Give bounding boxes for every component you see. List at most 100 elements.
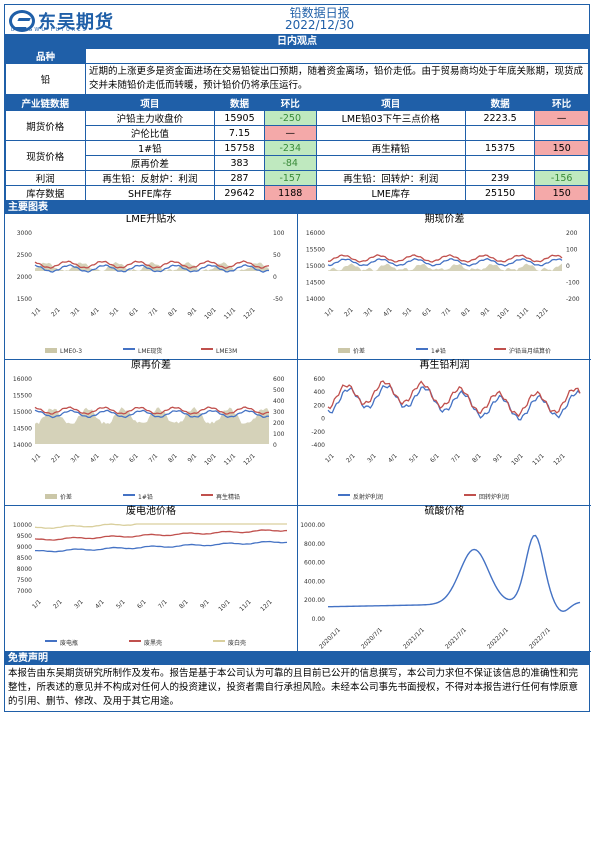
y-tick-label: 2000 bbox=[17, 274, 32, 281]
table-row: 期货价格 沪铅主力收盘价 15905 -250 LME铅03下午三点价格 2223.5— bbox=[5, 110, 589, 141]
x-tick-label: 12/1 bbox=[242, 452, 257, 467]
group-cell: 库存数据 bbox=[5, 185, 86, 201]
value-cell: 7.15 bbox=[214, 125, 265, 141]
x-tick-label: 12/1 bbox=[259, 598, 274, 613]
series-line bbox=[34, 540, 288, 553]
value-cell: 15375 bbox=[464, 140, 536, 156]
change-cell: — bbox=[263, 125, 317, 141]
data-table: 产业链数据 项目 数据 环比 项目 数据 环比 期货价格 沪铅主力收盘价 15905 -250 LM… bbox=[5, 95, 589, 201]
chart-title: 期现价差 bbox=[424, 214, 465, 225]
value-cell: 15905 bbox=[214, 110, 265, 126]
y-tick-label: 2500 bbox=[17, 252, 32, 259]
x-tick-label: 7/1 bbox=[147, 306, 159, 318]
x-tick-label: 4/1 bbox=[89, 452, 101, 464]
change-cell: -250 bbox=[263, 110, 317, 126]
chart-svg: 600 400 200 0 -200 -400 1/1 2/1 3/1 4/1 5/1 6/1 7/1 8… bbox=[311, 376, 581, 501]
x-tick-label: 8/1 bbox=[167, 452, 179, 464]
y-tick-label: 0.00 bbox=[312, 616, 326, 623]
y-tick-label: 8000 bbox=[17, 566, 32, 573]
legend-label: 回转炉利润 bbox=[479, 493, 509, 501]
legend-label: 1#铅 bbox=[431, 347, 446, 355]
series-line bbox=[327, 257, 563, 267]
item-cell: LME铅03下午三点价格 bbox=[315, 110, 466, 126]
x-tick-label: 6/1 bbox=[128, 452, 140, 464]
item-cell: SHFE库存 bbox=[84, 185, 216, 201]
series-line bbox=[34, 523, 287, 529]
spread-area bbox=[35, 406, 269, 444]
legend-label: 废白壳 bbox=[228, 639, 246, 647]
x-tick-label: 11/1 bbox=[531, 452, 546, 467]
series-line bbox=[327, 534, 581, 612]
y-tick-label: 600.00 bbox=[304, 560, 325, 567]
table-header-cell: 环比 bbox=[534, 95, 589, 111]
report-page: 东吴期货 DONGWU FUTURES 铅数据日报 2022/12/30 日内观… bbox=[4, 4, 591, 712]
x-tick-label: 9/1 bbox=[199, 598, 211, 610]
y2-tick-label: 600 bbox=[273, 376, 285, 383]
view-bar: 日内观点 bbox=[5, 35, 589, 48]
legend-swatch bbox=[201, 494, 213, 496]
y-tick-label: 15500 bbox=[13, 393, 32, 400]
x-tick-label: 2/1 bbox=[52, 598, 64, 610]
x-tick-label: 1/1 bbox=[323, 306, 335, 318]
y-tick-label: 400 bbox=[314, 389, 326, 396]
change-cell: -157 bbox=[263, 170, 317, 186]
x-tick-label: 3/1 bbox=[69, 306, 81, 318]
table-header-cell: 数据 bbox=[464, 95, 536, 111]
y2-tick-label: -100 bbox=[566, 280, 580, 287]
legend-swatch bbox=[129, 640, 141, 642]
table-row: 沪伦比值 7.15— bbox=[6, 125, 589, 141]
report-header: 东吴期货 DONGWU FUTURES 铅数据日报 2022/12/30 bbox=[5, 5, 589, 35]
chart-svg: 10000 9500 9000 8500 8000 7500 7000 1/1 2/1 3/1 4/… bbox=[13, 522, 288, 647]
x-tick-label: 3/1 bbox=[69, 452, 81, 464]
company-subname: DONGWU FUTURES bbox=[11, 27, 88, 33]
legend-swatch bbox=[338, 348, 350, 353]
change-cell: 1188 bbox=[263, 185, 317, 201]
x-tick-label: 2020/1/1 bbox=[318, 626, 342, 650]
legend-label: 废黑壳 bbox=[144, 639, 162, 647]
legend-label: LME3M bbox=[216, 348, 237, 355]
x-tick-label: 1/1 bbox=[30, 306, 42, 318]
chart-panel: 原再价差 16000 15500 15000 14500 14000 600 500 400 30… bbox=[5, 360, 298, 506]
x-tick-label: 2022/1/1 bbox=[486, 626, 510, 650]
company-logo: 东吴期货 bbox=[9, 8, 114, 34]
y-tick-label: 16000 bbox=[306, 230, 325, 237]
table-header-cell: 项目 bbox=[84, 95, 216, 111]
legend-swatch bbox=[416, 348, 428, 350]
y-tick-label: 14500 bbox=[306, 280, 325, 287]
y2-tick-label: -50 bbox=[273, 296, 283, 303]
chart-title: 再生铅利润 bbox=[419, 360, 470, 371]
y2-tick-label: 0 bbox=[273, 442, 277, 449]
chart-panel: 废电池价格 10000 9500 9000 8500 8000 7500 7000 1/1 2/1… bbox=[5, 506, 298, 652]
x-tick-label: 4/1 bbox=[387, 452, 399, 464]
x-tick-label: 4/1 bbox=[382, 306, 394, 318]
change-cell: -84 bbox=[263, 155, 317, 171]
group-cell: 期货价格 bbox=[5, 110, 86, 141]
legend-swatch bbox=[123, 348, 135, 350]
x-tick-label: 1/1 bbox=[31, 598, 43, 610]
y2-tick-label: -200 bbox=[566, 296, 580, 303]
value-cell: 15758 bbox=[214, 140, 265, 156]
y-tick-label: 16000 bbox=[13, 376, 32, 383]
chart-svg: 16000 15500 15000 14500 14000 600 500 400 300 200… bbox=[13, 376, 285, 501]
x-tick-label: 10/1 bbox=[203, 452, 218, 467]
legend-swatch bbox=[45, 494, 57, 499]
x-tick-label: 8/1 bbox=[178, 598, 190, 610]
y2-tick-label: 0 bbox=[566, 263, 570, 270]
legend-swatch bbox=[464, 494, 476, 496]
series-line bbox=[34, 264, 270, 273]
report-title: 铅数据日报 bbox=[289, 6, 350, 20]
item-cell bbox=[315, 125, 466, 141]
x-tick-label: 9/1 bbox=[492, 452, 504, 464]
x-tick-label: 8/1 bbox=[460, 306, 472, 318]
y-tick-label: 600 bbox=[314, 376, 326, 383]
x-tick-label: 2/1 bbox=[345, 452, 357, 464]
x-tick-label: 1/1 bbox=[324, 452, 336, 464]
group-cell: 利润 bbox=[5, 170, 86, 186]
legend-swatch bbox=[45, 640, 57, 642]
series-line bbox=[327, 384, 581, 421]
y-tick-label: 0 bbox=[321, 416, 325, 423]
y2-tick-label: 200 bbox=[566, 230, 578, 237]
legend-label: 废电瓶 bbox=[60, 639, 78, 647]
x-tick-label: 5/1 bbox=[401, 306, 413, 318]
charts-grid: LME升贴水 3000 2500 2000 1500 100 50 0 -50 1/1 2/1 3/1… bbox=[5, 214, 591, 652]
